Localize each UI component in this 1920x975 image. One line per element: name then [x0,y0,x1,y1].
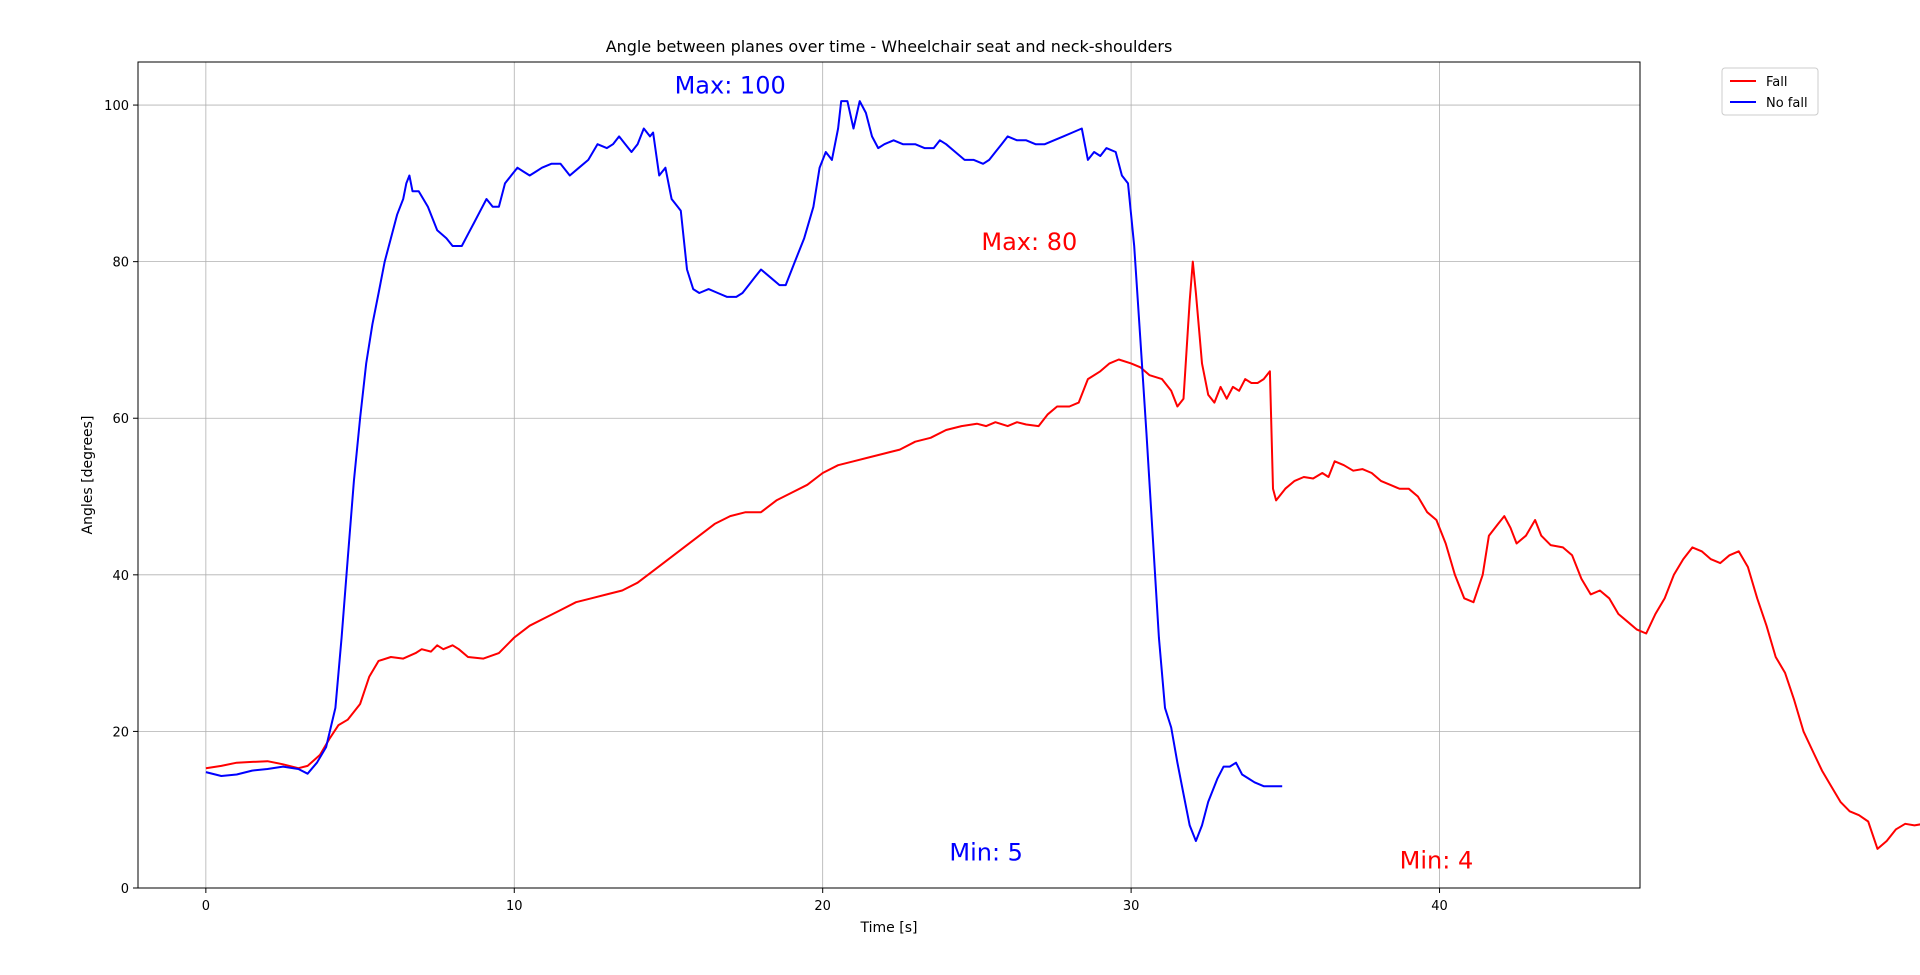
x-tick-label: 20 [814,899,831,914]
y-axis-ticks: 0 20 40 60 80 100 [104,99,138,897]
x-axis-label: Time [s] [860,920,918,936]
annotation-label: Min: 5 [949,839,1023,867]
y-tick-label: 0 [121,882,129,897]
x-axis-ticks: 0 10 20 30 40 [202,888,1448,914]
legend-box [1721,67,1819,116]
x-tick-label: 40 [1431,899,1448,914]
plot-area [137,61,1641,889]
y-tick-label: 60 [112,412,129,427]
y-tick-label: 40 [112,569,129,584]
annotations: Max: 100 Max: 80 Min: 5 Min: 4 [675,71,1474,874]
y-tick-label: 80 [112,256,129,271]
legend-label: Fall [1766,75,1787,90]
legend: Fall No fall [1721,67,1819,116]
annotation-label: Max: 80 [981,228,1077,256]
annotation-label: Min: 4 [1400,846,1474,874]
x-tick-label: 30 [1123,899,1140,914]
x-tick-label: 10 [506,899,523,914]
y-axis-label: Angles [degrees] [80,416,96,535]
series-line-fall [205,260,1920,850]
x-tick-label: 0 [202,899,210,914]
grid-lines [138,62,1640,889]
chart-title: Angle between planes over time - Wheelch… [606,37,1173,56]
legend-label: No fall [1766,96,1808,111]
series-line-no-fall [205,100,1283,842]
series-lines [205,100,1920,850]
annotation-label: Max: 100 [675,71,786,99]
y-tick-label: 100 [104,99,129,114]
y-tick-label: 20 [112,725,129,740]
